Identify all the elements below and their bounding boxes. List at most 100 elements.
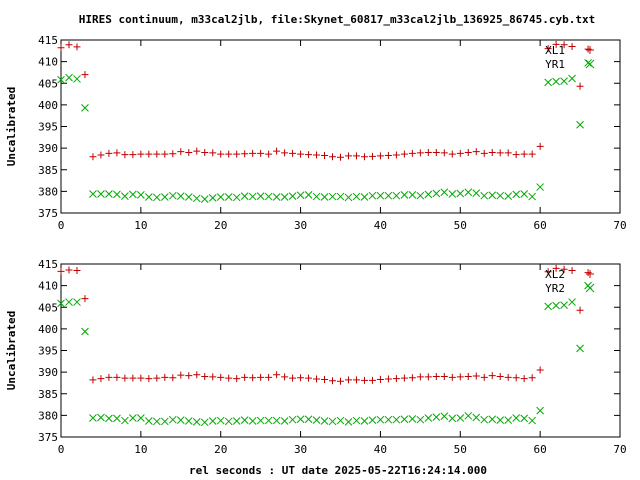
data-point-cross	[256, 192, 265, 200]
data-point-cross	[129, 190, 137, 199]
data-point-cross	[216, 193, 225, 201]
data-point-plus	[113, 149, 121, 157]
y-axis-label: Uncalibrated	[5, 311, 18, 390]
data-point-cross	[280, 193, 289, 201]
data-point-plus	[472, 372, 480, 380]
data-point-plus	[368, 152, 376, 160]
data-point-cross	[264, 192, 273, 201]
data-point-plus	[400, 150, 408, 158]
data-point-cross	[416, 191, 425, 200]
x-tick-label: 30	[294, 443, 307, 456]
data-point-plus	[512, 374, 520, 382]
data-point-plus	[376, 152, 384, 160]
data-point-plus	[424, 373, 432, 381]
y-tick-label: 390	[38, 142, 58, 155]
data-point-cross	[536, 183, 544, 191]
figure-title: HIRES continuum, m33cal2jlb, file:Skynet…	[79, 13, 596, 26]
y-tick-label: 410	[38, 56, 58, 69]
data-point-plus	[552, 264, 560, 272]
data-point-plus	[201, 372, 209, 380]
data-point-plus	[113, 373, 121, 381]
data-point-cross	[105, 414, 113, 423]
data-point-cross	[360, 417, 369, 425]
data-point-cross	[568, 298, 576, 306]
data-point-plus	[448, 150, 456, 158]
data-point-plus	[265, 150, 273, 158]
data-point-plus	[57, 267, 65, 275]
data-point-plus	[416, 373, 424, 381]
data-point-cross	[113, 414, 121, 423]
data-point-plus	[568, 42, 576, 50]
data-point-plus	[544, 268, 552, 276]
data-point-cross	[200, 195, 209, 204]
data-point-cross	[584, 59, 592, 67]
data-point-cross	[105, 190, 113, 198]
data-point-cross	[336, 192, 345, 201]
data-point-cross	[560, 301, 568, 309]
data-point-cross	[57, 75, 65, 84]
data-point-cross	[376, 191, 385, 200]
data-point-plus	[193, 147, 201, 155]
data-point-plus	[249, 149, 257, 157]
data-point-cross	[152, 193, 161, 202]
x-tick-label: 0	[58, 219, 65, 232]
data-point-plus	[337, 153, 344, 161]
data-point-plus	[456, 149, 464, 157]
data-point-cross	[81, 327, 89, 336]
data-point-plus	[376, 375, 384, 383]
data-point-plus	[297, 150, 305, 158]
y-tick-label: 405	[38, 77, 58, 90]
data-point-cross	[512, 190, 521, 199]
data-point-plus	[137, 374, 145, 382]
y-tick-label: 385	[38, 164, 58, 177]
data-point-plus	[89, 153, 97, 161]
series-XL2	[57, 264, 592, 385]
data-point-plus	[137, 150, 145, 158]
data-point-plus	[241, 150, 249, 158]
x-tick-label: 40	[374, 219, 387, 232]
data-point-plus	[201, 148, 209, 156]
x-tick-label: 70	[613, 443, 626, 456]
data-point-cross	[248, 417, 257, 425]
data-point-plus	[384, 151, 392, 159]
data-point-plus	[552, 40, 560, 48]
data-point-cross	[472, 189, 481, 197]
data-point-cross	[224, 193, 233, 201]
legend-label: XL1	[545, 44, 565, 57]
data-point-cross	[416, 415, 425, 424]
data-point-plus	[281, 373, 289, 381]
data-point-cross	[472, 413, 481, 422]
data-point-plus	[265, 373, 273, 381]
data-point-cross	[328, 417, 337, 426]
data-point-cross	[496, 416, 505, 424]
x-tick-label: 50	[454, 219, 467, 232]
data-point-plus	[560, 265, 568, 273]
data-point-plus	[153, 150, 161, 158]
data-point-cross	[528, 192, 537, 201]
data-point-cross	[296, 191, 305, 200]
data-point-plus	[440, 372, 448, 380]
data-point-plus	[504, 149, 512, 157]
data-point-plus	[584, 269, 592, 277]
data-point-plus	[217, 373, 225, 381]
data-point-cross	[208, 417, 217, 425]
data-point-plus	[161, 373, 169, 381]
data-point-cross	[544, 302, 552, 311]
data-point-plus	[448, 373, 456, 381]
data-point-plus	[145, 150, 153, 158]
series-XL1	[57, 40, 592, 161]
data-point-cross	[488, 191, 497, 200]
data-point-cross	[352, 416, 361, 425]
data-point-plus	[233, 150, 241, 158]
y-tick-label: 385	[38, 388, 58, 401]
x-tick-label: 70	[613, 219, 626, 232]
data-point-plus	[209, 373, 217, 381]
series-YR1	[57, 59, 592, 204]
data-point-cross	[240, 416, 249, 424]
data-point-plus	[424, 148, 432, 156]
data-point-plus	[193, 371, 201, 379]
data-point-cross	[184, 193, 193, 201]
data-point-cross	[384, 415, 393, 424]
data-point-plus	[289, 149, 297, 157]
data-point-cross	[544, 78, 552, 87]
